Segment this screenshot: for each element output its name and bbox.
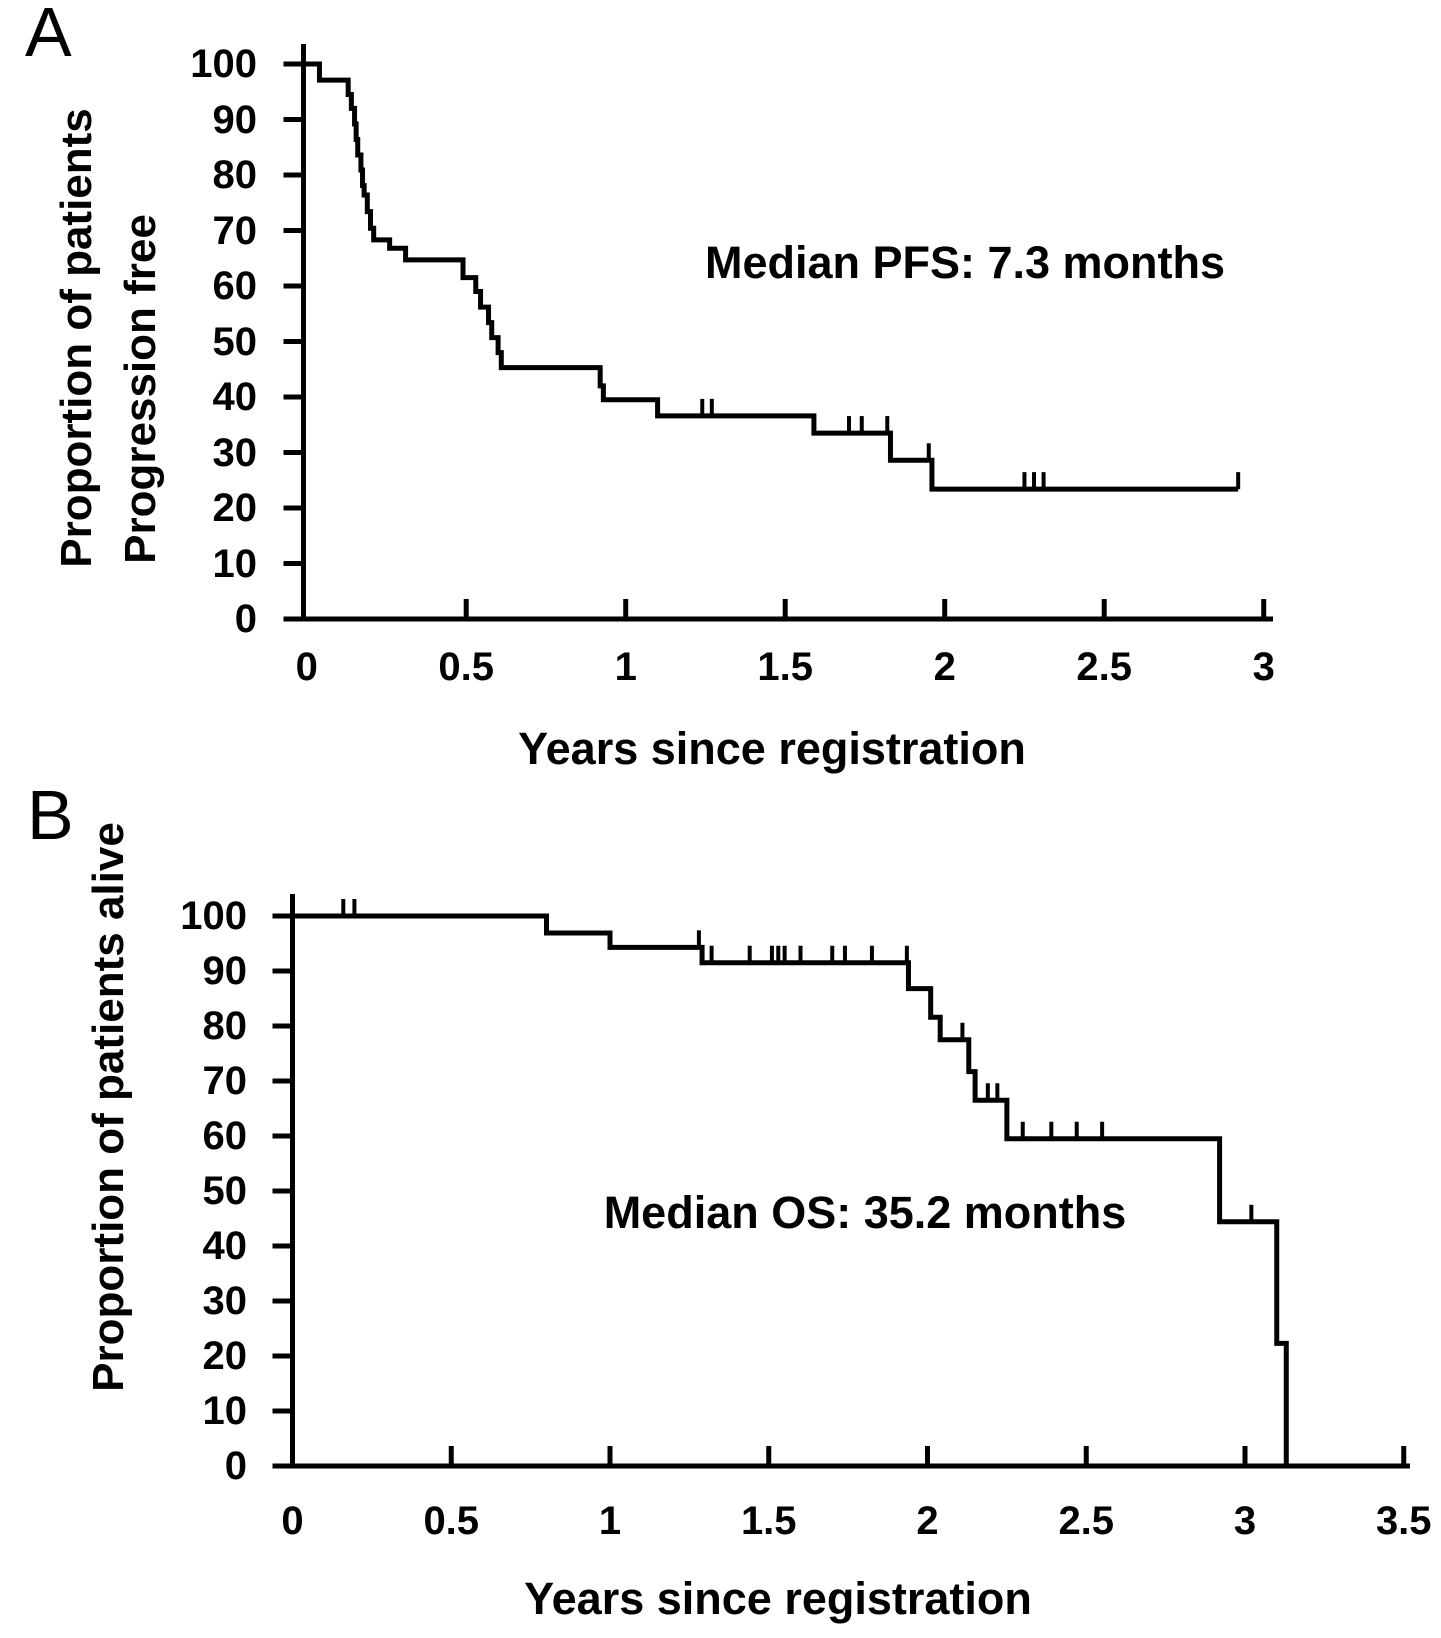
- panel-b-x-axis-title: Years since registration: [524, 1573, 1032, 1624]
- panel-b-x-tick-label: 2: [916, 1499, 939, 1543]
- panel-b-x-tick-label: 3: [1233, 1499, 1257, 1543]
- panel-a-y-tick-label: 70: [212, 208, 258, 253]
- panel-b-y-axis-title: Proportion of patients alive: [84, 822, 133, 1392]
- panel-b-y-tick-label: 20: [202, 1334, 248, 1378]
- panel-a-y-tick-label: 90: [212, 97, 258, 142]
- panel-b-label: B: [27, 776, 74, 854]
- panel-b-y-tick-label: 0: [224, 1444, 247, 1488]
- panel-b-y-tick-label: 50: [202, 1169, 248, 1213]
- panel-b-y-tick-label: 70: [202, 1059, 248, 1103]
- panel-a-y-tick-label: 0: [234, 597, 257, 641]
- panel-a-x-tick-label: 0.5: [438, 645, 494, 689]
- panel-a-y-tick-label: 80: [212, 153, 258, 197]
- panel-a-y-tick-label: 30: [212, 430, 258, 475]
- panel-b-x-tick-label: 1: [598, 1499, 622, 1543]
- panel-b-x-tick-label: 2.5: [1058, 1499, 1115, 1543]
- panel-a-x-tick-label: 2.5: [1076, 645, 1132, 689]
- panel-a-y-tick-label: 40: [212, 375, 258, 419]
- panel-b-y-tick-label: 30: [202, 1279, 248, 1323]
- panel-b-y-tick-label: 80: [202, 1004, 248, 1048]
- panel-b-y-tick-label: 100: [180, 894, 247, 938]
- panel-a-label: A: [25, 0, 72, 71]
- panel-b-median-annotation: Median OS: 35.2 months: [603, 1187, 1127, 1238]
- panel-a-y-tick-label: 10: [212, 541, 258, 586]
- panel-a-median-annotation: Median PFS: 7.3 months: [704, 237, 1226, 288]
- panel-b-x-tick-label: 3.5: [1375, 1499, 1432, 1543]
- panel-a-x-tick-label: 2: [933, 645, 956, 689]
- panel-a-y-tick-label: 60: [212, 264, 258, 308]
- panel-a-y-tick-label: 100: [190, 42, 257, 86]
- panel-a-survival-curve: [303, 61, 1239, 492]
- panel-a-x-tick-label: 1: [614, 645, 637, 689]
- panel-a-x-tick-label: 3: [1252, 645, 1275, 689]
- panel-b-y-tick-label: 60: [202, 1114, 248, 1158]
- panel-b-y-tick-label: 90: [202, 949, 248, 993]
- panel-b-y-tick-label: 40: [202, 1224, 248, 1268]
- panel-a-x-axis-title: Years since registration: [518, 723, 1026, 774]
- panel-a-x-tick-label: 1.5: [757, 645, 813, 689]
- panel-b-x-tick-label: 0: [281, 1499, 304, 1543]
- panel-b-x-tick-label: 1.5: [740, 1499, 797, 1543]
- panel-a-y-tick-label: 50: [212, 319, 258, 364]
- panel-b-survival-curve: [292, 913, 1289, 1466]
- panel-b-x-tick-label: 0.5: [423, 1499, 480, 1543]
- panel-a-y-tick-label: 20: [212, 486, 258, 530]
- panel-a-y-axis-title-line1: Proportion of patients: [52, 108, 101, 568]
- panel-b-y-tick-label: 10: [202, 1389, 248, 1433]
- panel-a-x-tick-label: 0: [295, 645, 318, 689]
